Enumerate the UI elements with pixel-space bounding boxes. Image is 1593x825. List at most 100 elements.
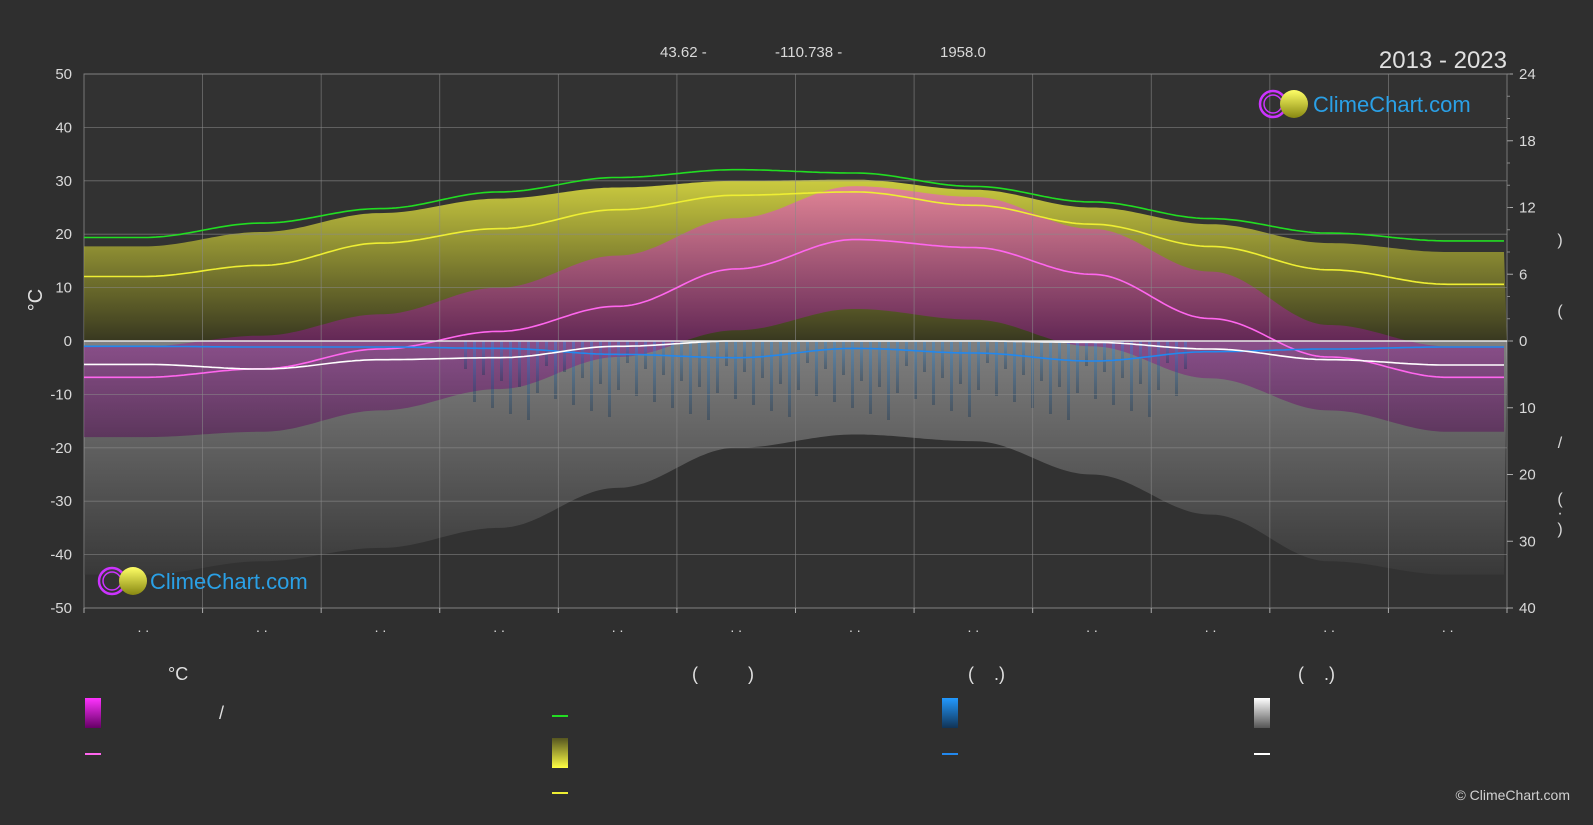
x-month-tick-label: . . bbox=[1086, 619, 1098, 635]
y-left-tick-label: -20 bbox=[50, 440, 72, 457]
x-month-tick-label: . . bbox=[730, 619, 742, 635]
precipitation-streak bbox=[815, 341, 818, 396]
y-right-bottom-label-glyph: ) bbox=[1557, 521, 1562, 538]
series-line-sunshine_hours bbox=[84, 191, 1504, 286]
precipitation-streak bbox=[491, 341, 494, 408]
legend-slash: / bbox=[219, 703, 225, 723]
y-left-tick-label: 10 bbox=[55, 280, 72, 297]
precipitation-streak bbox=[743, 341, 746, 372]
y-left-tick-label: 30 bbox=[55, 173, 72, 190]
precipitation-streak bbox=[887, 341, 890, 420]
copyright-text: © ClimeChart.com bbox=[1455, 787, 1570, 803]
legend-rain-head: ( .) bbox=[968, 664, 1005, 684]
precipitation-streak bbox=[932, 341, 935, 405]
x-month-tick-label: . . bbox=[1323, 619, 1335, 635]
y-left-tick-label: -10 bbox=[50, 386, 72, 403]
brand-text-bottom: ClimeChart.com bbox=[150, 569, 308, 594]
precipitation-streak bbox=[1157, 341, 1160, 390]
precipitation-streak bbox=[923, 341, 926, 372]
precipitation-streak bbox=[1022, 341, 1025, 375]
precipitation-streak bbox=[1139, 341, 1142, 384]
precipitation-streak bbox=[554, 341, 557, 399]
legend-sunshine-line bbox=[552, 792, 568, 794]
y-left-tick-label: -40 bbox=[50, 547, 72, 564]
precipitation-streak bbox=[833, 341, 836, 402]
legend-sun-head: ( ) bbox=[692, 664, 754, 684]
y-left-tick-label: 40 bbox=[55, 119, 72, 136]
precipitation-streak bbox=[959, 341, 962, 384]
legend-sunshine-swatch bbox=[552, 738, 568, 768]
precipitation-streak bbox=[941, 341, 944, 378]
precipitation-streak bbox=[995, 341, 998, 396]
elevation-text: 1958.0 bbox=[940, 44, 986, 61]
legend-snow-head: ( .) bbox=[1298, 664, 1335, 684]
precipitation-streak bbox=[851, 341, 854, 408]
y-right-bottom-tick-label: 10 bbox=[1519, 400, 1536, 417]
precipitation-streak bbox=[977, 341, 980, 390]
legend-temp-range-swatch bbox=[85, 698, 101, 728]
precipitation-streak bbox=[878, 341, 881, 387]
y-right-top-tick-label: 24 bbox=[1519, 66, 1536, 83]
series-line-temp_mean bbox=[84, 238, 1504, 379]
y-right-bottom-label-glyph: / bbox=[1558, 435, 1563, 452]
y-right-bottom-tick-label: 30 bbox=[1519, 533, 1536, 550]
precipitation-streak bbox=[1112, 341, 1115, 405]
precipitation-streak bbox=[626, 341, 629, 363]
precipitation-streak bbox=[662, 341, 665, 375]
y-right-top-tick-label: 6 bbox=[1519, 266, 1527, 283]
period-title: 2013 - 2023 bbox=[1379, 47, 1507, 74]
y-left-tick-label: -50 bbox=[50, 600, 72, 617]
precipitation-streak bbox=[761, 341, 764, 378]
latitude-text: 43.62 - bbox=[660, 44, 707, 61]
precipitation-streak bbox=[608, 341, 611, 417]
precipitation-streak bbox=[1103, 341, 1106, 372]
precipitation-streak bbox=[797, 341, 800, 390]
x-month-tick-label: . . bbox=[1205, 619, 1217, 635]
x-month-tick-label: . . bbox=[968, 619, 980, 635]
precipitation-streak bbox=[1184, 341, 1187, 369]
y-left-tick-label: 50 bbox=[55, 66, 72, 83]
precipitation-streak bbox=[770, 341, 773, 411]
precipitation-streak bbox=[986, 341, 989, 363]
precipitation-streak bbox=[572, 341, 575, 405]
precipitation-streak bbox=[842, 341, 845, 375]
legend-precip-swatch bbox=[942, 698, 958, 728]
y-right-top-label-glyph: ) bbox=[1557, 232, 1562, 249]
precipitation-streak bbox=[1094, 341, 1097, 399]
y-right-top-tick-label: 0 bbox=[1519, 333, 1527, 350]
precipitation-streak bbox=[509, 341, 512, 414]
x-month-tick-label: . . bbox=[375, 619, 387, 635]
precipitation-streak bbox=[1175, 341, 1178, 396]
x-month-tick-label: . . bbox=[612, 619, 624, 635]
precipitation-streak bbox=[500, 341, 503, 381]
series-line-daylight_hours bbox=[84, 168, 1504, 242]
y-left-tick-label: -30 bbox=[50, 493, 72, 510]
legend-temp-mean-line bbox=[85, 753, 101, 755]
precipitation-streak bbox=[752, 341, 755, 405]
precipitation-streak bbox=[473, 341, 476, 402]
y-right-bottom-tick-label: 40 bbox=[1519, 600, 1536, 617]
grid-lines bbox=[84, 73, 1507, 609]
precipitation-streak bbox=[1040, 341, 1043, 381]
precipitation-streak bbox=[1058, 341, 1061, 387]
y-right-top-tick-label: 12 bbox=[1519, 200, 1536, 217]
temperature-band bbox=[84, 186, 1504, 438]
x-month-tick-label: . . bbox=[256, 619, 268, 635]
precipitation-streak bbox=[689, 341, 692, 414]
y-left-tick-label: 20 bbox=[55, 226, 72, 243]
precipitation-streak bbox=[707, 341, 710, 420]
legend-snow-swatch bbox=[1254, 698, 1270, 728]
precipitation-streak bbox=[896, 341, 899, 393]
precipitation-streak bbox=[1067, 341, 1070, 420]
precipitation-streak bbox=[527, 341, 530, 420]
precipitation-streak bbox=[590, 341, 593, 411]
precipitation-streak bbox=[734, 341, 737, 399]
precipitation-streak bbox=[536, 341, 539, 393]
y-right-bottom-label-glyph: ( bbox=[1557, 491, 1563, 508]
precipitation-streak bbox=[464, 341, 467, 369]
x-month-tick-label: . . bbox=[137, 619, 149, 635]
legend-precip-line bbox=[942, 753, 958, 755]
precipitation-streak bbox=[671, 341, 674, 408]
y-right-bottom-label-glyph: · bbox=[1557, 505, 1562, 522]
precipitation-streak bbox=[968, 341, 971, 417]
